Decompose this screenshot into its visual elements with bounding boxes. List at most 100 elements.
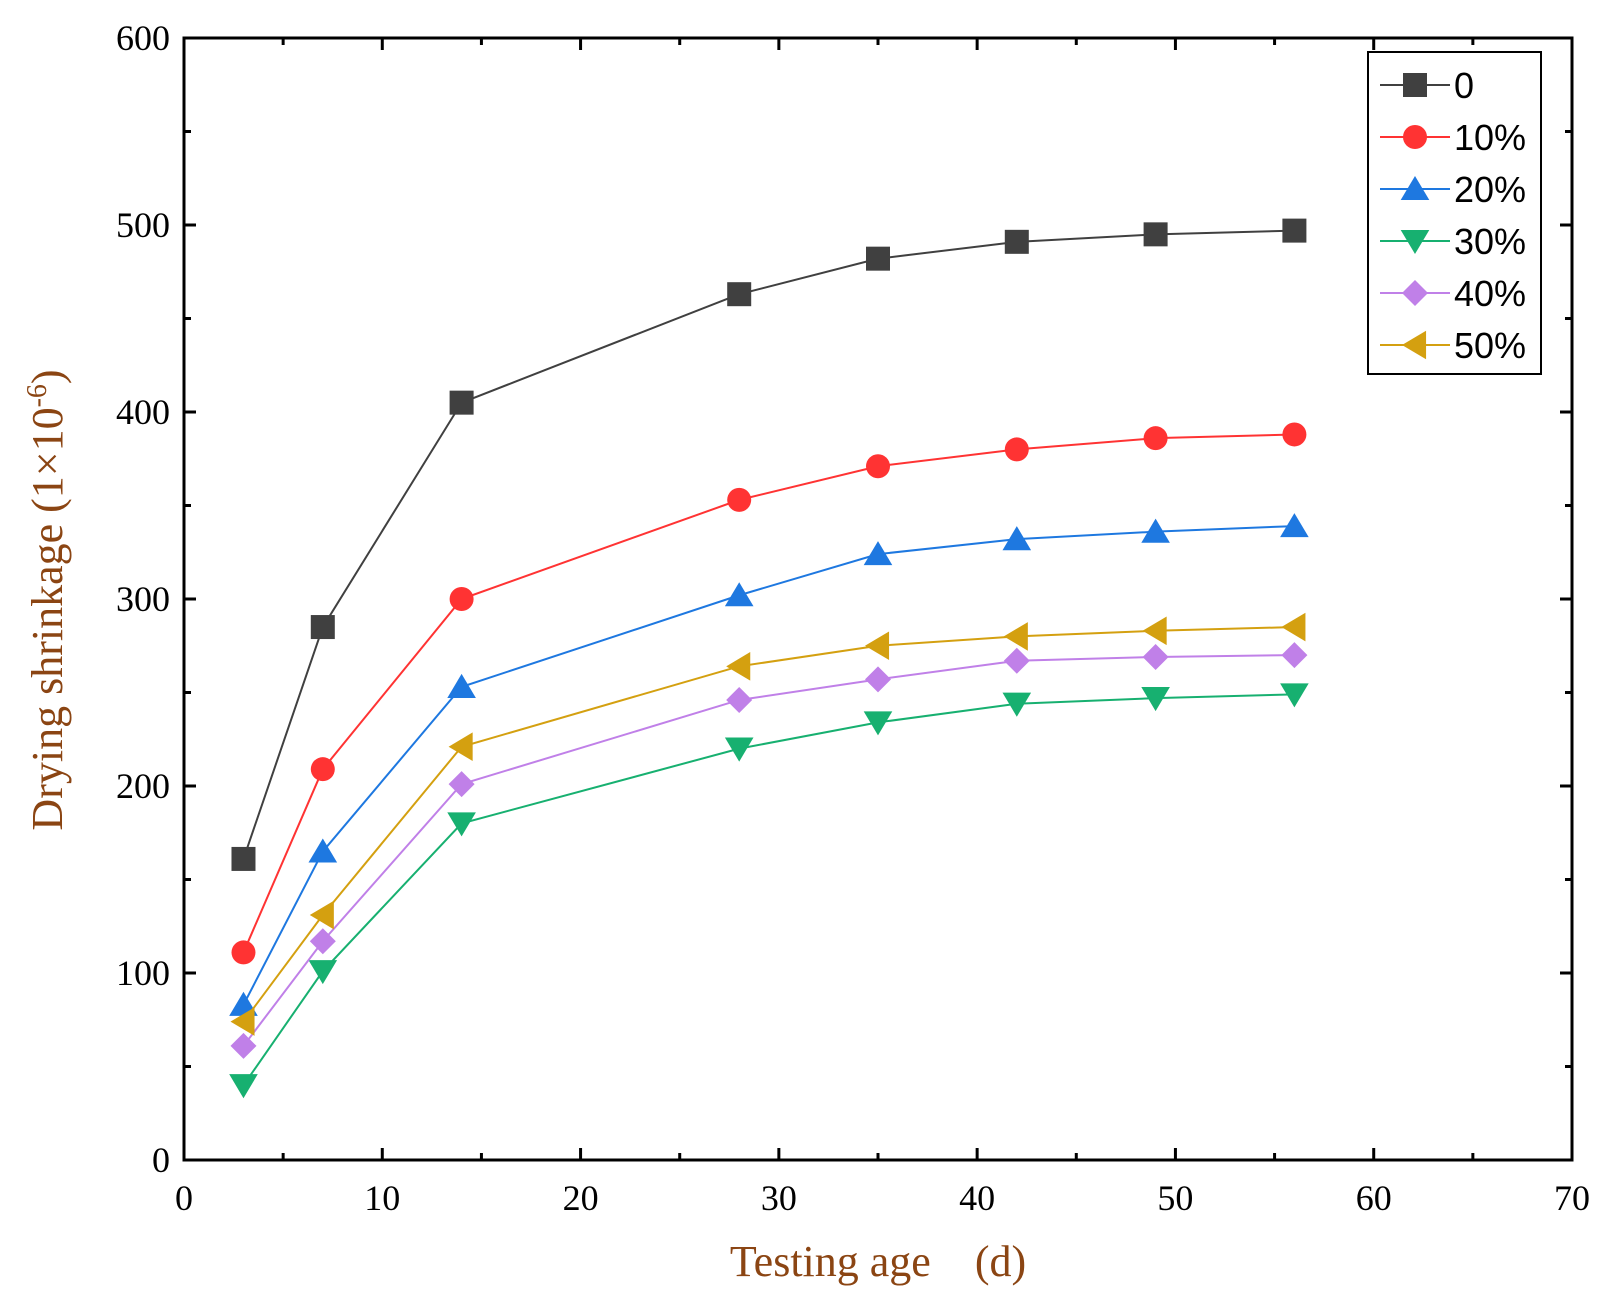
series-40pct — [230, 642, 1308, 1059]
data-point — [230, 1032, 257, 1059]
x-tick-label: 20 — [563, 1178, 599, 1218]
legend-marker — [1402, 280, 1428, 306]
legend-label: 30% — [1454, 221, 1526, 262]
data-point — [726, 652, 751, 681]
y-axis-title-exponent: -6 — [22, 384, 53, 407]
data-point — [724, 737, 754, 762]
data-point — [1003, 622, 1028, 651]
x-axis-title: Testing age (d) — [730, 1237, 1026, 1286]
legend-marker — [1403, 73, 1427, 97]
data-point — [726, 686, 753, 713]
data-point — [1004, 229, 1029, 254]
legend-item: 10% — [1380, 117, 1526, 158]
axis-ticks — [182, 36, 1574, 1162]
legend-label: 0 — [1454, 65, 1474, 106]
data-point — [1142, 643, 1169, 670]
data-point — [309, 928, 336, 955]
legend-marker — [1403, 125, 1427, 149]
data-point — [1143, 222, 1168, 247]
data-point — [447, 812, 476, 837]
series-line — [242, 525, 1295, 1006]
x-tick-label: 70 — [1554, 1178, 1590, 1218]
y-axis-title-close: ) — [23, 369, 72, 384]
series-10pct — [231, 422, 1307, 965]
data-point — [310, 615, 335, 640]
data-point — [863, 711, 893, 736]
y-tick-label: 300 — [116, 579, 170, 619]
data-point — [1282, 422, 1307, 447]
data-point — [1003, 647, 1030, 674]
data-point — [1142, 616, 1167, 646]
x-tick-label: 0 — [175, 1178, 193, 1218]
data-point — [447, 673, 476, 698]
y-tick-label: 600 — [116, 18, 170, 58]
data-point — [1002, 692, 1032, 717]
y-axis-title-main: Drying shrinkage (1×10 — [23, 407, 72, 830]
legend-marker — [1400, 176, 1430, 201]
x-tick-label: 50 — [1157, 1178, 1193, 1218]
y-tick-label: 200 — [116, 766, 170, 806]
legend-item: 30% — [1380, 221, 1526, 262]
data-point — [230, 1007, 255, 1036]
series-layer — [229, 218, 1309, 1099]
data-point — [448, 732, 473, 762]
legend-item: 50% — [1380, 325, 1526, 366]
series-line — [242, 626, 1295, 1023]
data-point — [449, 587, 474, 611]
data-point — [1141, 518, 1170, 543]
data-point — [1143, 426, 1168, 451]
data-point — [309, 900, 334, 930]
data-point — [1141, 687, 1170, 712]
data-point — [1280, 513, 1309, 538]
legend-marker — [1400, 229, 1430, 254]
series-50pct — [230, 612, 1306, 1036]
series-20pct — [229, 513, 1309, 1016]
data-point — [1004, 437, 1029, 462]
data-point — [1281, 642, 1308, 669]
legend-label: 10% — [1454, 117, 1526, 158]
y-tick-label: 500 — [116, 205, 170, 245]
data-point — [231, 940, 256, 965]
legend-item: 20% — [1380, 169, 1526, 210]
data-point — [308, 960, 338, 985]
data-point — [727, 282, 752, 307]
series-line — [242, 433, 1295, 953]
data-point — [1282, 218, 1307, 243]
legend: 0 10% 20% 30% 40% 50% — [1367, 51, 1542, 375]
data-point — [448, 771, 475, 798]
data-point — [1280, 683, 1309, 708]
series-30pct — [229, 683, 1309, 1099]
y-tick-label: 400 — [116, 392, 170, 432]
plot-frame — [182, 36, 1574, 1162]
data-point — [231, 846, 256, 871]
series-0 — [231, 218, 1307, 871]
axis-tick-labels: 0 10 20 30 40 50 60 70 0 100 200 300 400 500 600 — [116, 18, 1590, 1218]
data-point — [308, 838, 338, 863]
data-point — [863, 541, 893, 566]
data-point — [229, 1074, 258, 1099]
data-point — [866, 454, 890, 479]
data-point — [1281, 612, 1306, 642]
data-point — [866, 246, 890, 271]
data-point — [727, 487, 752, 512]
x-tick-label: 60 — [1356, 1178, 1392, 1218]
data-point — [865, 631, 890, 661]
y-tick-label: 0 — [152, 1140, 170, 1180]
series-line — [242, 654, 1295, 1047]
data-point — [1002, 526, 1032, 551]
x-tick-label: 30 — [761, 1178, 797, 1218]
y-axis-title: Drying shrinkage (1×10-6) — [22, 369, 72, 830]
y-tick-label: 100 — [116, 953, 170, 993]
legend-label: 20% — [1454, 169, 1526, 210]
series-line — [242, 229, 1295, 860]
legend-marker — [1402, 330, 1427, 360]
legend-label: 40% — [1454, 273, 1526, 314]
data-point — [449, 390, 474, 415]
legend-item: 40% — [1380, 273, 1526, 314]
x-tick-label: 10 — [364, 1178, 400, 1218]
x-tick-label: 40 — [959, 1178, 995, 1218]
legend-label: 50% — [1454, 325, 1526, 366]
legend-item: 0 — [1380, 65, 1474, 106]
data-point — [724, 582, 754, 607]
